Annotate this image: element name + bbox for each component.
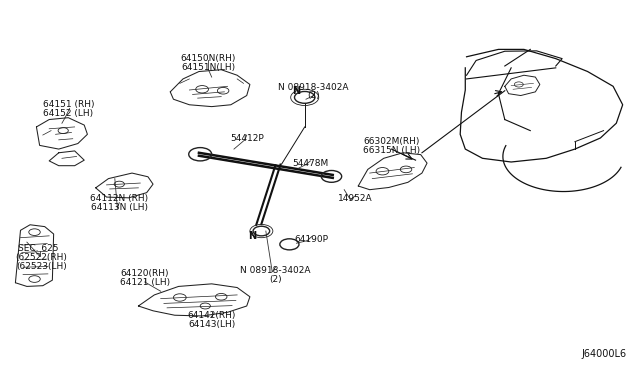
Text: 64150N(RH): 64150N(RH)	[180, 54, 236, 63]
Text: 64151N(LH): 64151N(LH)	[181, 63, 236, 72]
Text: 64142(RH): 64142(RH)	[188, 311, 236, 320]
Text: 64112N (RH): 64112N (RH)	[90, 195, 148, 203]
Text: 54478M: 54478M	[292, 159, 328, 169]
Text: 64151 (RH): 64151 (RH)	[42, 100, 94, 109]
Text: 14952A: 14952A	[338, 195, 372, 203]
Text: N 08918-3402A: N 08918-3402A	[278, 83, 349, 92]
Text: N: N	[292, 86, 300, 96]
Text: (2): (2)	[269, 275, 282, 283]
Text: (62522(RH): (62522(RH)	[15, 253, 67, 262]
Text: N 08918-3402A: N 08918-3402A	[240, 266, 310, 275]
Text: 64120(RH): 64120(RH)	[120, 269, 169, 278]
Text: (2): (2)	[307, 92, 320, 100]
Text: 66302M(RH): 66302M(RH)	[363, 137, 420, 146]
Text: J64000L6: J64000L6	[581, 349, 626, 359]
Text: SEC. 625: SEC. 625	[18, 244, 59, 253]
Text: 64143(LH): 64143(LH)	[188, 320, 236, 329]
Text: 64121 (LH): 64121 (LH)	[120, 278, 170, 287]
Text: 54412P: 54412P	[230, 134, 264, 142]
Text: 66315N (LH): 66315N (LH)	[363, 146, 420, 155]
Text: N: N	[248, 231, 257, 241]
Text: (62523(LH): (62523(LH)	[16, 262, 67, 271]
Text: 64113N (LH): 64113N (LH)	[91, 203, 148, 212]
Text: 64152 (LH): 64152 (LH)	[44, 109, 93, 118]
Text: 64190P: 64190P	[294, 235, 329, 244]
